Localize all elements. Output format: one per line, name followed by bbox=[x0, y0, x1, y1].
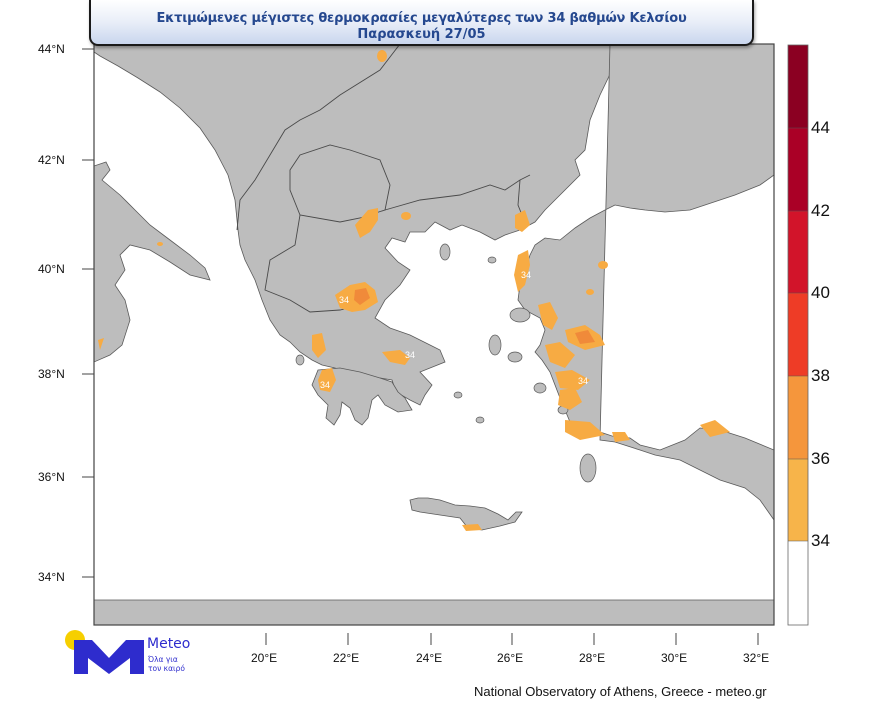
contour-label: 34 bbox=[320, 380, 330, 390]
lat-label: 44°N bbox=[38, 42, 65, 56]
colorbar bbox=[787, 44, 809, 626]
map-title: Εκτιμώμενες μέγιστες θερμοκρασίες μεγαλύ… bbox=[156, 11, 687, 26]
tagline-line1: Όλα για bbox=[148, 655, 178, 664]
lat-ticks bbox=[82, 48, 94, 578]
temperature-contours bbox=[98, 50, 730, 531]
tagline-line2: τον καιρό bbox=[148, 664, 185, 673]
colorbar-label: 44 bbox=[811, 118, 830, 137]
lon-label: 30°E bbox=[661, 651, 688, 665]
colorbar-label: 34 bbox=[811, 531, 830, 550]
lon-label: 24°E bbox=[416, 651, 443, 665]
colorbar-label: 40 bbox=[811, 283, 830, 302]
land-layer bbox=[94, 44, 774, 625]
lon-label: 26°E bbox=[497, 651, 524, 665]
lat-label: 38°N bbox=[38, 367, 65, 381]
contour-labels: 34 34 34 34 34 34 bbox=[320, 270, 614, 390]
lon-label: 32°E bbox=[743, 651, 770, 665]
map-date: Παρασκευή 27/05 bbox=[357, 27, 486, 42]
meteo-logo[interactable]: Meteo Όλα για τον καιρό bbox=[64, 628, 204, 678]
contour-label: 34 bbox=[604, 341, 614, 351]
lat-label: 40°N bbox=[38, 262, 65, 276]
lon-label: 22°E bbox=[333, 651, 360, 665]
lat-label: 42°N bbox=[38, 153, 65, 167]
lat-label: 34°N bbox=[38, 570, 65, 584]
lat-label: 36°N bbox=[38, 470, 65, 484]
map-title-box: Εκτιμώμενες μέγιστες θερμοκρασίες μεγαλύ… bbox=[89, 0, 754, 46]
contour-label: 34 bbox=[578, 376, 588, 386]
contour-label: 34 bbox=[521, 270, 531, 280]
lon-label: 20°E bbox=[251, 651, 278, 665]
lon-label: 28°E bbox=[579, 651, 606, 665]
m-logo-icon bbox=[74, 640, 144, 674]
contour-label: 34 bbox=[405, 350, 415, 360]
brand-name: Meteo bbox=[147, 636, 191, 652]
colorbar-label: 38 bbox=[811, 366, 830, 385]
contour-label: 34 bbox=[339, 295, 349, 305]
colorbar-label: 36 bbox=[811, 449, 830, 468]
colorbar-label: 42 bbox=[811, 201, 830, 220]
lon-ticks bbox=[265, 633, 759, 645]
brand-tagline: Όλα για τον καιρό bbox=[148, 655, 185, 673]
footer-credit: National Observatory of Athens, Greece -… bbox=[474, 684, 767, 699]
